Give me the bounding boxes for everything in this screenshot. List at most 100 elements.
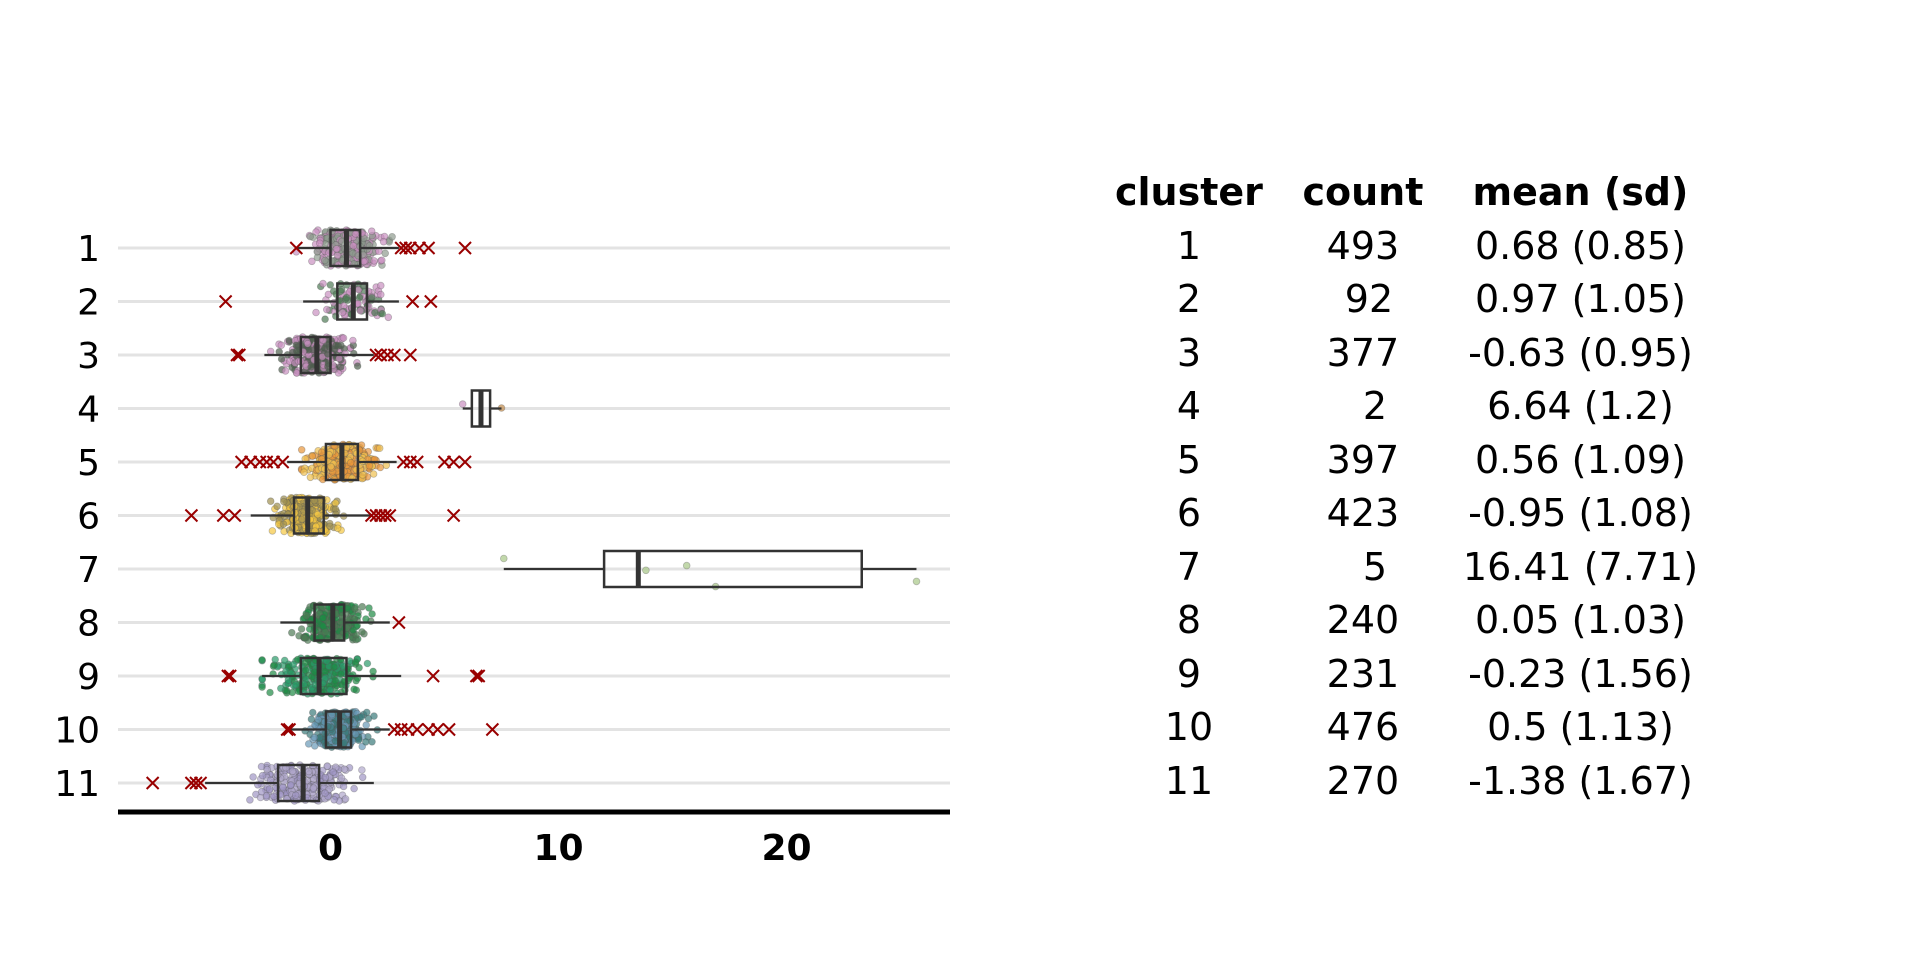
data-point — [361, 738, 370, 746]
data-point — [349, 336, 357, 345]
data-point — [350, 784, 358, 793]
table-row: 11 270 -1.38 (1.67) — [1100, 754, 1713, 808]
data-point — [258, 675, 267, 684]
data-point — [315, 239, 324, 248]
box — [602, 549, 863, 589]
outlier-marker — [221, 669, 235, 683]
cluster-cell: 8 — [1176, 598, 1202, 643]
count-cell: 231 — [1326, 651, 1400, 696]
x-tick-label: 0 — [318, 828, 343, 869]
outlier-marker — [282, 722, 297, 737]
data-point — [358, 766, 366, 774]
cluster-cell: 5 — [1176, 437, 1202, 482]
data-point — [297, 515, 306, 524]
data-point — [258, 771, 267, 780]
data-point — [297, 625, 306, 633]
table-row: 1 493 0.68 (0.85) — [1100, 219, 1713, 273]
gridlines — [118, 246, 950, 785]
table-row: 3 377 -0.63 (0.95) — [1100, 326, 1713, 380]
data-point — [304, 740, 313, 748]
data-point — [266, 497, 275, 506]
data-point — [358, 471, 367, 479]
cluster-cell: 11 — [1164, 758, 1214, 803]
cluster-cell: 10 — [1164, 705, 1214, 750]
data-point — [336, 363, 345, 371]
box — [299, 656, 348, 696]
data-point — [369, 470, 378, 478]
cluster-cell: 7 — [1176, 544, 1202, 589]
cluster-cell: 2 — [1176, 277, 1202, 322]
data-point — [309, 784, 318, 792]
data-point — [368, 737, 376, 746]
outlier-marker — [387, 348, 402, 362]
data-point — [323, 762, 332, 770]
cluster-cell: 3 — [1176, 330, 1202, 375]
data-point — [318, 614, 327, 622]
outlier-marker — [223, 669, 237, 683]
data-point — [271, 655, 280, 664]
data-point — [292, 347, 301, 356]
outlier-marker — [378, 508, 392, 523]
data-point — [340, 765, 349, 773]
data-point — [321, 315, 329, 324]
data-point — [458, 400, 467, 408]
data-point — [258, 683, 266, 691]
outlier-markers — [145, 241, 500, 790]
outlier-marker — [184, 508, 199, 523]
data-point — [246, 796, 254, 804]
data-point — [326, 522, 334, 531]
x-tick-label: 10 — [533, 828, 583, 869]
outlier-marker — [469, 669, 484, 683]
data-point — [365, 604, 373, 612]
data-point — [279, 783, 287, 792]
data-point — [313, 248, 322, 256]
data-point — [370, 712, 378, 720]
data-point — [312, 308, 320, 317]
outlier-marker — [145, 776, 160, 790]
header-mean-sd: mean (sd) — [1472, 170, 1689, 214]
cluster-cell: 9 — [1176, 651, 1202, 696]
data-point — [337, 670, 345, 678]
mean-sd-cell: 0.97 (1.05) — [1474, 277, 1686, 322]
data-point — [330, 663, 338, 671]
mean-sd-cell: 0.56 (1.09) — [1474, 437, 1686, 482]
data-point — [363, 659, 372, 668]
mean-sd-cell: -1.38 (1.67) — [1468, 758, 1693, 803]
data-point — [311, 721, 319, 729]
outlier-marker — [485, 722, 500, 737]
data-point — [312, 228, 320, 236]
y-tick-label: 5 — [77, 443, 100, 484]
summary-table: cluster count mean (sd) 1 493 0.68 (0.85) 2… — [1100, 165, 1760, 808]
data-point — [356, 306, 365, 315]
count-cell: 476 — [1326, 705, 1400, 750]
mean-sd-cell: 6.64 (1.2) — [1487, 384, 1674, 429]
data-point — [375, 444, 384, 453]
outlier-marker — [403, 348, 418, 362]
y-tick-label: 3 — [77, 336, 100, 377]
data-point — [341, 795, 350, 803]
mean-sd-cell: -0.63 (0.95) — [1468, 330, 1693, 375]
data-point — [349, 626, 358, 634]
box — [313, 603, 346, 642]
outlier-marker — [442, 722, 456, 737]
data-point — [333, 524, 342, 533]
count-cell: 5 — [1338, 544, 1388, 589]
data-point — [334, 342, 343, 350]
count-cell: 92 — [1332, 277, 1394, 322]
data-point — [499, 554, 508, 563]
data-point — [339, 782, 348, 791]
data-point — [308, 257, 316, 266]
data-point — [342, 293, 351, 302]
data-point — [292, 369, 301, 377]
data-point — [277, 341, 286, 350]
data-point — [308, 452, 317, 461]
outlier-marker — [410, 455, 424, 469]
data-point — [279, 520, 288, 528]
data-point — [360, 257, 368, 266]
mean-sd-cell: 0.5 (1.13) — [1487, 705, 1674, 750]
data-point — [320, 256, 329, 265]
data-point — [358, 742, 367, 751]
header-cluster: cluster — [1115, 170, 1263, 214]
data-point — [266, 347, 275, 356]
data-point — [302, 611, 311, 620]
